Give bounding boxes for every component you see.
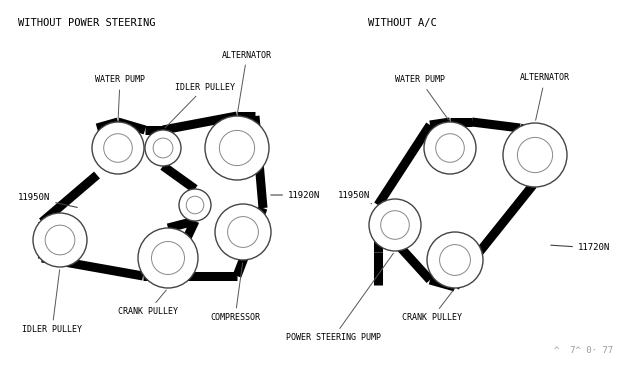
- Text: 11720N: 11720N: [551, 244, 611, 253]
- Text: 11950N: 11950N: [338, 190, 371, 204]
- Text: COMPRESSOR: COMPRESSOR: [210, 263, 260, 323]
- Text: WATER PUMP: WATER PUMP: [395, 76, 449, 120]
- Circle shape: [33, 213, 87, 267]
- Text: ^  7^ 0· 77: ^ 7^ 0· 77: [554, 346, 613, 355]
- Text: ALTERNATOR: ALTERNATOR: [520, 74, 570, 120]
- Circle shape: [179, 189, 211, 221]
- Circle shape: [138, 228, 198, 288]
- Text: WITHOUT A/C: WITHOUT A/C: [368, 18, 436, 28]
- Circle shape: [92, 122, 144, 174]
- Circle shape: [503, 123, 567, 187]
- Text: WATER PUMP: WATER PUMP: [95, 76, 145, 119]
- Text: IDLER PULLEY: IDLER PULLEY: [22, 270, 82, 334]
- Text: POWER STEERING PUMP: POWER STEERING PUMP: [285, 253, 394, 343]
- Text: 11950N: 11950N: [18, 193, 77, 208]
- Text: ALTERNATOR: ALTERNATOR: [222, 51, 272, 113]
- Text: WITHOUT POWER STEERING: WITHOUT POWER STEERING: [18, 18, 156, 28]
- Circle shape: [205, 116, 269, 180]
- Text: CRANK PULLEY: CRANK PULLEY: [118, 290, 178, 317]
- Circle shape: [145, 130, 181, 166]
- Text: 11920N: 11920N: [271, 190, 320, 199]
- Text: CRANK PULLEY: CRANK PULLEY: [402, 290, 462, 323]
- Text: IDLER PULLEY: IDLER PULLEY: [165, 83, 235, 128]
- Circle shape: [424, 122, 476, 174]
- Circle shape: [427, 232, 483, 288]
- Circle shape: [215, 204, 271, 260]
- Circle shape: [369, 199, 421, 251]
